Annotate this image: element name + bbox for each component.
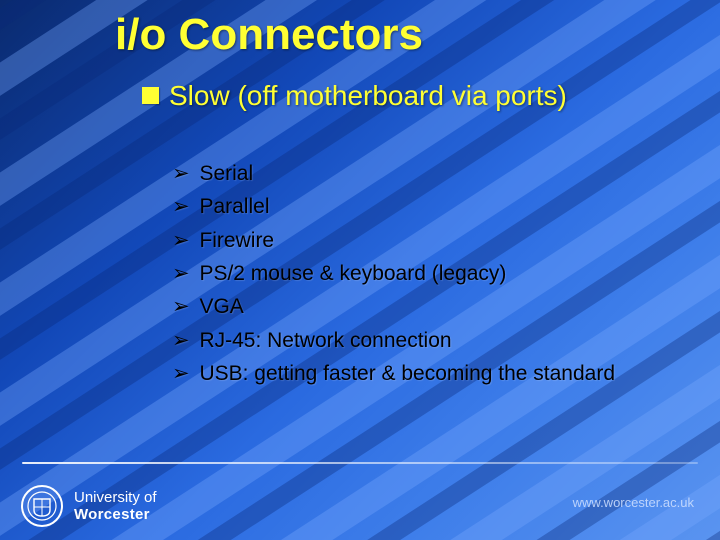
- footer-url: www.worcester.ac.uk: [573, 495, 694, 510]
- list-item: ➢ RJ-45: Network connection: [172, 327, 660, 355]
- list-item: ➢ USB: getting faster & becoming the sta…: [172, 360, 660, 388]
- list-item: ➢ Firewire: [172, 227, 660, 255]
- footer-divider: [22, 462, 698, 464]
- list-item: ➢ VGA: [172, 293, 660, 321]
- arrow-bullet-icon: ➢: [172, 162, 190, 185]
- arrow-bullet-icon: ➢: [172, 262, 190, 285]
- crest-icon: [20, 484, 64, 528]
- arrow-bullet-icon: ➢: [172, 295, 190, 318]
- bullet-list: ➢ Serial➢ Parallel➢ Firewire➢ PS/2 mouse…: [172, 160, 660, 393]
- list-item: ➢ PS/2 mouse & keyboard (legacy): [172, 260, 660, 288]
- subheading-text: Slow (off motherboard via ports): [169, 80, 567, 111]
- list-item-text: Parallel: [194, 195, 270, 218]
- logo-text: University of Worcester: [74, 489, 157, 524]
- footer: University of Worcester www.worcester.ac…: [0, 462, 720, 540]
- list-item-text: RJ-45: Network connection: [194, 329, 452, 352]
- slide-title: i/o Connectors: [115, 10, 423, 60]
- list-item-text: Firewire: [194, 229, 275, 252]
- list-item-text: VGA: [194, 295, 244, 318]
- arrow-bullet-icon: ➢: [172, 229, 190, 252]
- list-item: ➢ Parallel: [172, 193, 660, 221]
- list-item-text: PS/2 mouse & keyboard (legacy): [194, 262, 507, 285]
- arrow-bullet-icon: ➢: [172, 195, 190, 218]
- list-item: ➢ Serial: [172, 160, 660, 188]
- square-bullet-icon: [142, 87, 159, 104]
- arrow-bullet-icon: ➢: [172, 329, 190, 352]
- arrow-bullet-icon: ➢: [172, 362, 190, 385]
- slide: i/o Connectors Slow (off motherboard via…: [0, 0, 720, 540]
- list-item-text: Serial: [194, 162, 254, 185]
- list-item-text: USB: getting faster & becoming the stand…: [194, 362, 615, 385]
- subheading: Slow (off motherboard via ports): [142, 78, 650, 113]
- logo-line2: Worcester: [74, 506, 157, 523]
- logo-line1: University of: [74, 489, 157, 506]
- university-logo: University of Worcester: [20, 484, 157, 528]
